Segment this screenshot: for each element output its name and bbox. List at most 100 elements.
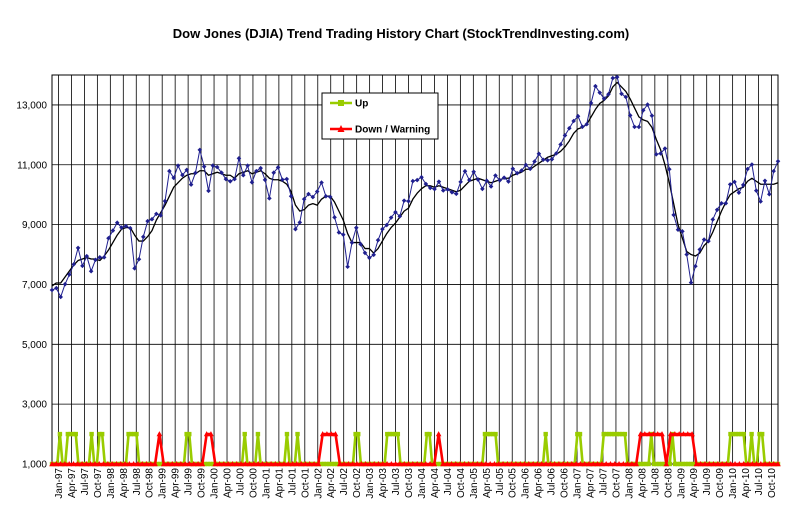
djia-point [745,166,750,172]
djia-point [327,194,333,200]
down-signal-marker [513,461,519,467]
down-signal-marker [375,461,382,467]
up-signal-marker [757,431,762,437]
up-signal-marker [131,431,137,437]
djia-point [419,174,424,180]
up-signal-marker [327,461,332,467]
down-signal-marker [616,461,622,467]
djia-point [301,196,307,202]
djia-point [675,227,681,233]
down-signal-marker [169,461,176,467]
djia-point [475,177,481,182]
djia-point [706,238,711,244]
up-signal-marker [733,431,738,437]
down-signal-marker [195,461,201,467]
down-signal-marker [556,461,562,467]
djia-point [114,220,120,226]
up-signal-marker [353,431,358,437]
down-signal-marker [83,461,90,467]
djia-point [667,166,672,172]
down-signal-marker [775,461,781,467]
y-axis-ticks: 1,000 3,000 5,000 7,000 9,000 11,000 13,000 [16,100,47,470]
down-signal-marker [66,461,72,467]
djia-point [693,263,698,269]
down-legend-marker [337,125,345,132]
x-tick-label: Jan-07 [573,468,584,499]
djia-point [493,173,498,178]
djia-point [749,162,755,167]
djia-point [640,108,646,113]
djia-point [562,133,568,138]
djia-point [406,198,411,204]
down-signal-marker [521,461,528,467]
x-tick-label: Apr-08 [637,468,648,498]
up-signal-marker [242,431,247,437]
down-signal-marker [530,461,536,467]
djia-point [249,179,255,185]
djia-point [71,262,77,267]
down-signal-marker [113,461,120,467]
down-signal-marker [620,461,627,467]
djia-point [488,184,494,189]
djia-point [336,230,342,235]
up-signal-marker [543,431,548,437]
down-signal-marker [594,461,601,467]
djia-point [280,177,285,182]
djia-point [80,263,85,269]
djia-point [227,178,233,184]
up-signal-marker [749,431,754,437]
x-tick-label: Oct-97 [93,468,104,498]
down-signal-marker [547,461,554,467]
up-signal-marker [601,431,606,437]
x-tick-label: Jan-10 [728,468,739,499]
up-signal-marker [686,461,691,467]
up-signal-marker [617,431,622,437]
down-signal-marker [379,461,386,467]
up-signal-marker [208,461,213,467]
up-signal-marker [334,461,340,467]
down-signal-marker [225,461,231,467]
y-tick-label: 5,000 [22,340,47,351]
djia-point [101,255,107,260]
down-signal-marker [272,461,279,467]
x-axis-ticks: Jan-97 Apr-97 Jul-97 Oct-97 Jan-98 Apr-98 Jul-… [54,468,778,499]
djia-point [688,280,694,285]
djia-point [232,176,237,182]
down-signal-marker [517,461,524,467]
djia-point [423,181,429,187]
down-signal-marker [70,461,77,467]
djia-point [375,237,381,243]
up-signal-marker [393,431,398,437]
djia-point [167,168,172,174]
up-signal-marker [641,461,646,467]
up-signal-marker [68,431,73,437]
djia-point [736,190,742,195]
down-signal-marker [349,461,356,467]
djia-point [88,268,94,274]
down-signal-marker [233,461,240,467]
down-signal-marker [478,461,485,467]
x-tick-label: Apr-10 [741,468,752,498]
x-tick-label: Jan-01 [261,468,272,499]
x-tick-label: Oct-07 [611,468,622,498]
djia-point [445,187,450,192]
down-signal-marker [770,461,777,467]
down-signal-marker [139,461,146,467]
down-signal-marker [577,461,584,467]
down-signal-marker [418,461,425,467]
djia-point [240,172,246,178]
up-signal-marker [488,431,493,437]
down-signal-marker [457,461,463,467]
djia-point [67,272,72,277]
djia-point [536,151,542,157]
up-signal-marker [321,461,327,467]
up-signal-marker [680,461,686,467]
up-signal-marker [319,461,324,467]
djia-point [449,189,455,195]
down-signal-marker [238,461,244,467]
down-signal-marker [281,461,287,467]
down-signal-marker [122,461,128,467]
down-signal-marker [766,461,773,467]
down-signal-marker [534,461,541,467]
up-signal-marker [691,461,696,467]
